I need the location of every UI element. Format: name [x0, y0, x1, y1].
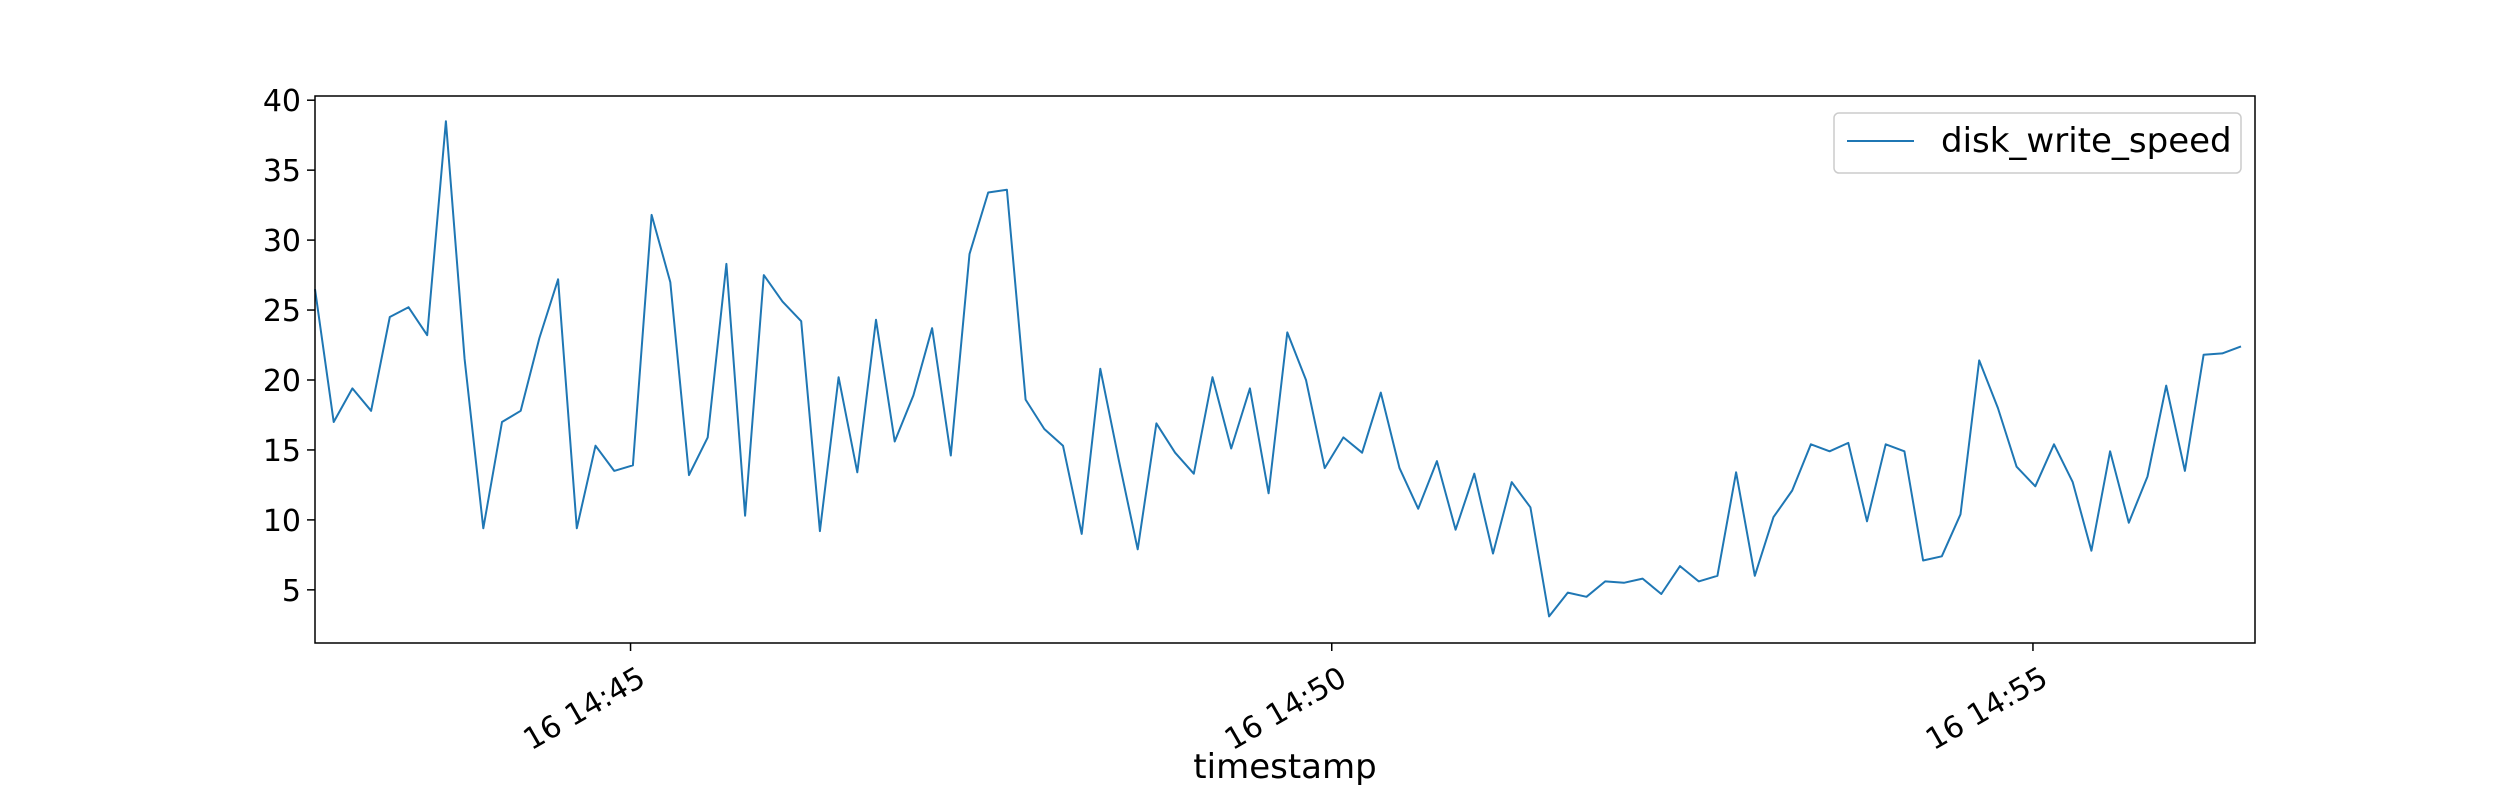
legend-label: disk_write_speed: [1941, 121, 2232, 161]
plot-frame: [314, 95, 2256, 644]
x-tick-label: 16 14:50: [1219, 660, 1353, 757]
y-tick-label: 5: [282, 574, 301, 609]
series-line-disk_write_speed: [314, 120, 2242, 618]
legend-box: [1833, 112, 2242, 174]
y-tick-label: 20: [263, 364, 301, 399]
x-tick-label: 16 14:55: [1920, 660, 2054, 757]
y-tick-label: 30: [263, 224, 301, 259]
y-tick-label: 40: [263, 84, 301, 119]
legend: disk_write_speed: [1833, 112, 2242, 174]
x-tick-label: 16 14:45: [518, 660, 652, 757]
y-tick-label: 10: [263, 504, 301, 539]
y-tick-label: 25: [263, 294, 301, 329]
y-tick-label: 15: [263, 434, 301, 469]
x-axis-title: timestamp: [1193, 747, 1376, 787]
y-tick-label: 35: [263, 154, 301, 189]
